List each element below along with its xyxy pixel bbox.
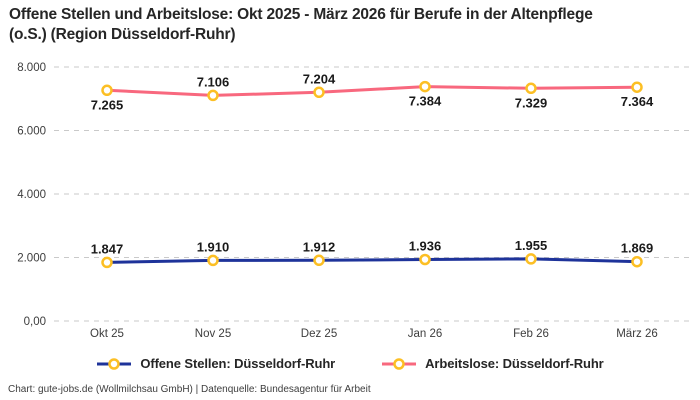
y-axis-tick-label: 0,00 bbox=[24, 316, 46, 328]
legend-item-arbeitslose: Arbeitslose: Düsseldorf-Ruhr bbox=[381, 356, 604, 371]
chart-title: Offene Stellen und Arbeitslose: Okt 2025… bbox=[9, 6, 593, 44]
x-axis-tick-label: Okt 25 bbox=[90, 328, 124, 340]
y-axis-tick-label: 8.000 bbox=[17, 62, 46, 74]
y-axis-tick-label: 6.000 bbox=[17, 126, 46, 138]
arbeitslose-line-marker-icon bbox=[382, 357, 417, 370]
data-point-label: 1.912 bbox=[303, 239, 336, 254]
x-axis-tick-label: Dez 25 bbox=[301, 328, 337, 340]
data-point-label: 7.106 bbox=[197, 74, 230, 89]
data-point-label: 7.384 bbox=[409, 94, 442, 109]
data-point-marker bbox=[101, 84, 113, 97]
data-point-label: 1.910 bbox=[197, 239, 230, 254]
x-axis-tick-label: Jan 26 bbox=[408, 328, 443, 340]
data-point-label: 7.265 bbox=[91, 97, 124, 112]
source-attribution: Chart: gute-jobs.de (Wollmilchsau GmbH) … bbox=[8, 384, 371, 395]
x-axis-tick-label: Nov 25 bbox=[195, 328, 231, 340]
data-point-marker bbox=[313, 254, 325, 267]
data-point-marker bbox=[419, 80, 431, 93]
data-point-marker bbox=[631, 255, 643, 268]
y-axis-tick-label: 2.000 bbox=[17, 253, 46, 265]
series-line bbox=[105, 257, 639, 264]
data-point-marker bbox=[313, 86, 325, 99]
data-point-marker bbox=[207, 89, 219, 102]
legend-label-offene-stellen: Offene Stellen: Düsseldorf-Ruhr bbox=[140, 356, 336, 371]
data-point-marker bbox=[207, 254, 219, 267]
data-point-marker bbox=[631, 81, 643, 93]
data-point-label: 7.204 bbox=[303, 71, 336, 86]
data-point-label: 7.364 bbox=[621, 94, 654, 109]
legend-item-offene-stellen: Offene Stellen: Düsseldorf-Ruhr bbox=[96, 356, 335, 371]
data-point-label: 7.329 bbox=[515, 95, 548, 110]
data-point-label: 1.936 bbox=[409, 239, 442, 254]
data-point-marker bbox=[419, 253, 431, 266]
data-point-label: 1.869 bbox=[621, 241, 654, 256]
data-point-marker bbox=[525, 82, 537, 95]
legend-label-arbeitslose: Arbeitslose: Düsseldorf-Ruhr bbox=[425, 356, 604, 371]
data-point-marker bbox=[101, 256, 113, 269]
x-axis-tick-label: März 26 bbox=[616, 328, 658, 340]
data-point-marker bbox=[525, 253, 537, 265]
x-axis-tick-label: Feb 26 bbox=[513, 328, 549, 340]
chart-canvas: 0,00 2.000 4.000 6.000 8.000 Okt 25 Nov 25 Dez … bbox=[17, 62, 690, 340]
offene-stellen-line-marker-icon bbox=[97, 357, 132, 370]
y-axis-tick-label: 4.000 bbox=[17, 189, 46, 201]
series-line bbox=[105, 85, 639, 97]
data-point-label: 1.955 bbox=[515, 238, 548, 253]
data-point-label: 1.847 bbox=[91, 241, 124, 256]
chart-legend: Offene Stellen: Düsseldorf-Ruhr Arbeitsl… bbox=[0, 356, 700, 371]
